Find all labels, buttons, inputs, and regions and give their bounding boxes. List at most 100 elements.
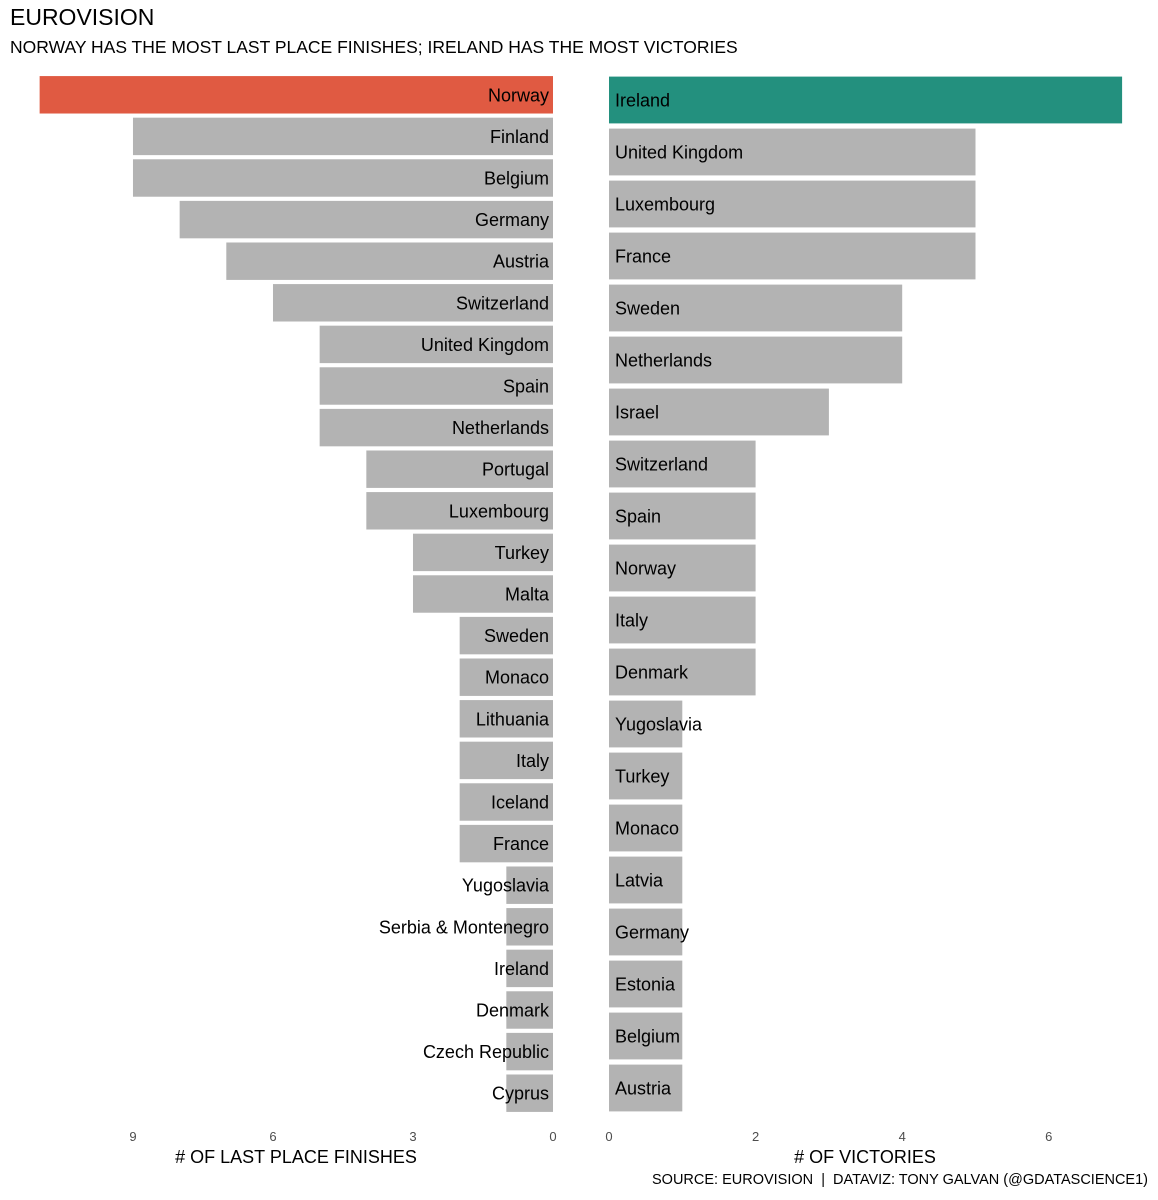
- bar-victories-israel: [609, 388, 829, 436]
- bar-victories-estonia: [609, 960, 683, 1008]
- x-tick-last-place-3: 3: [409, 1129, 416, 1144]
- x-tick-victories-6: 6: [1045, 1129, 1052, 1144]
- x-tick-last-place-0: 0: [549, 1129, 556, 1144]
- bar-label-last-place-finland: Finland: [490, 127, 549, 147]
- bar-label-victories-italy: Italy: [615, 611, 648, 631]
- bar-label-last-place-turkey: Turkey: [495, 543, 549, 563]
- bar-label-last-place-monaco: Monaco: [485, 668, 549, 688]
- bar-last-place-ireland: [506, 949, 553, 988]
- bar-label-victories-turkey: Turkey: [615, 767, 669, 787]
- bar-label-victories-united-kingdom: United Kingdom: [615, 143, 743, 163]
- bar-last-place-malta: [412, 575, 553, 613]
- source-caption: SOURCE: EUROVISION | DATAVIZ: TONY GALVA…: [652, 1172, 1148, 1188]
- bar-last-place-yugoslavia: [506, 866, 553, 904]
- bar-label-victories-luxembourg: Luxembourg: [615, 195, 715, 215]
- bar-last-place-germany: [179, 200, 553, 239]
- x-tick-victories-4: 4: [899, 1129, 906, 1144]
- bar-label-victories-germany: Germany: [615, 923, 689, 943]
- bar-victories-switzerland: [609, 440, 756, 488]
- bar-last-place-portugal: [366, 450, 553, 488]
- bar-last-place-france: [459, 824, 553, 863]
- bar-last-place-serbia-and-montenegro: [506, 908, 553, 946]
- bar-last-place-italy: [459, 741, 553, 780]
- bar-victories-denmark: [609, 648, 756, 696]
- bar-label-last-place-united-kingdom: United Kingdom: [421, 335, 549, 355]
- bar-label-victories-estonia: Estonia: [615, 975, 676, 995]
- bar-label-last-place-switzerland: Switzerland: [456, 293, 549, 313]
- bar-last-place-austria: [226, 242, 553, 280]
- bar-label-last-place-italy: Italy: [516, 751, 549, 771]
- bar-victories-netherlands: [609, 336, 903, 384]
- bar-last-place-netherlands: [319, 408, 553, 447]
- bar-label-victories-norway: Norway: [615, 559, 676, 579]
- bar-last-place-monaco: [459, 658, 553, 696]
- bar-victories-sweden: [609, 284, 903, 332]
- bar-label-last-place-malta: Malta: [505, 585, 550, 605]
- bar-label-victories-austria: Austria: [615, 1079, 672, 1099]
- bar-label-victories-monaco: Monaco: [615, 819, 679, 839]
- x-tick-victories-0: 0: [605, 1129, 612, 1144]
- bar-label-last-place-belgium: Belgium: [484, 169, 549, 189]
- bar-label-victories-france: France: [615, 247, 671, 267]
- bar-label-victories-netherlands: Netherlands: [615, 351, 712, 371]
- bar-victories-yugoslavia: [609, 700, 683, 748]
- bar-label-last-place-czech-republic: Czech Republic: [423, 1042, 549, 1062]
- bar-label-last-place-lithuania: Lithuania: [476, 709, 550, 729]
- x-tick-last-place-9: 9: [129, 1129, 136, 1144]
- bar-label-last-place-norway: Norway: [488, 85, 549, 105]
- bar-victories-germany: [609, 908, 683, 956]
- bar-victories-italy: [609, 596, 756, 644]
- bar-last-place-sweden: [459, 616, 553, 655]
- bar-last-place-united-kingdom: [319, 325, 553, 364]
- bar-victories-turkey: [609, 752, 683, 800]
- bar-label-last-place-ireland: Ireland: [494, 959, 549, 979]
- bar-victories-latvia: [609, 856, 683, 904]
- x-axis-label-last-place: # OF LAST PLACE FINISHES: [175, 1147, 417, 1167]
- bar-victories-luxembourg: [609, 180, 976, 228]
- bar-last-place-switzerland: [272, 284, 553, 322]
- bar-last-place-cyprus: [506, 1074, 553, 1112]
- bar-label-victories-israel: Israel: [615, 403, 659, 423]
- bar-last-place-luxembourg: [366, 492, 553, 530]
- bar-label-last-place-iceland: Iceland: [491, 793, 549, 813]
- bar-label-victories-belgium: Belgium: [615, 1027, 680, 1047]
- bar-label-victories-latvia: Latvia: [615, 871, 664, 891]
- bar-last-place-czech-republic: [506, 1032, 553, 1071]
- bar-victories-spain: [609, 492, 756, 540]
- chart-title: EUROVISION: [10, 4, 155, 30]
- bar-label-victories-ireland: Ireland: [615, 91, 670, 111]
- bar-victories-norway: [609, 544, 756, 592]
- bar-label-last-place-luxembourg: Luxembourg: [449, 501, 549, 521]
- bar-victories-belgium: [609, 1012, 683, 1060]
- bar-victories-united-kingdom: [609, 128, 976, 176]
- bar-last-place-denmark: [506, 991, 553, 1029]
- chart-subtitle: NORWAY HAS THE MOST LAST PLACE FINISHES;…: [10, 37, 738, 57]
- x-axis-label-victories: # OF VICTORIES: [794, 1147, 936, 1167]
- bar-label-victories-spain: Spain: [615, 507, 661, 527]
- bar-victories-austria: [609, 1064, 683, 1112]
- bar-label-victories-denmark: Denmark: [615, 663, 689, 683]
- bar-label-last-place-france: France: [493, 834, 549, 854]
- bar-label-last-place-portugal: Portugal: [482, 460, 549, 480]
- bar-victories-monaco: [609, 804, 683, 852]
- bar-label-last-place-denmark: Denmark: [476, 1001, 550, 1021]
- bar-label-victories-sweden: Sweden: [615, 299, 680, 319]
- bar-last-place-turkey: [412, 533, 553, 572]
- bar-label-last-place-spain: Spain: [503, 377, 549, 397]
- bar-label-last-place-netherlands: Netherlands: [452, 418, 549, 438]
- bar-last-place-iceland: [459, 783, 553, 821]
- bar-label-last-place-germany: Germany: [475, 210, 549, 230]
- bar-last-place-belgium: [132, 159, 553, 197]
- bar-victories-ireland: [609, 76, 1123, 124]
- bar-label-last-place-yugoslavia: Yugoslavia: [462, 876, 550, 896]
- bar-victories-france: [609, 232, 976, 280]
- bar-label-last-place-austria: Austria: [493, 252, 550, 272]
- bar-last-place-finland: [132, 117, 553, 156]
- x-tick-victories-2: 2: [752, 1129, 759, 1144]
- x-tick-last-place-6: 6: [269, 1129, 276, 1144]
- bar-last-place-spain: [319, 367, 553, 405]
- bar-last-place-lithuania: [459, 700, 553, 738]
- bar-last-place-norway: [39, 76, 553, 114]
- bar-label-victories-yugoslavia: Yugoslavia: [615, 715, 703, 735]
